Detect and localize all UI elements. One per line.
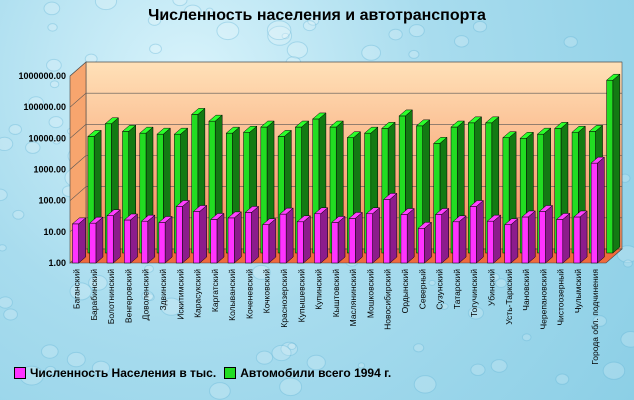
y-tick-label: 1.00 — [48, 258, 66, 268]
x-category-label: Доволенский — [141, 269, 151, 321]
x-category-label: Мошковский — [365, 269, 375, 318]
bar-population[interactable] — [365, 207, 381, 264]
y-tick-label: 100000.00 — [23, 102, 66, 112]
x-category-label: Искитимский — [175, 269, 185, 320]
bar-population[interactable] — [313, 207, 329, 264]
bar-population[interactable] — [261, 218, 277, 264]
x-category-label: Тогучинский — [469, 269, 479, 317]
bar-population[interactable] — [400, 207, 415, 264]
bar-vehicles[interactable] — [605, 73, 621, 254]
x-category-label: Чистоозерный — [556, 269, 566, 326]
legend-swatch-population — [14, 367, 26, 379]
bar-population[interactable] — [296, 215, 312, 264]
bar-population[interactable] — [434, 207, 450, 264]
x-category-label: Чулымский — [573, 269, 583, 313]
y-tick-label: 10000.00 — [28, 133, 66, 143]
bar-population[interactable] — [331, 215, 346, 264]
bar-population[interactable] — [590, 156, 606, 264]
x-category-label: Каргатский — [210, 269, 220, 312]
x-category-label: Купинский — [314, 269, 324, 310]
bar-population[interactable] — [89, 216, 104, 264]
x-category-label: Маслянинский — [348, 269, 358, 327]
x-category-label: Ордынский — [400, 269, 410, 314]
bar-population[interactable] — [192, 204, 208, 264]
x-category-label: Кыштовский — [331, 269, 341, 318]
bar-population[interactable] — [348, 211, 363, 264]
y-tick-label: 1000000.00 — [18, 71, 66, 81]
bar-population[interactable] — [469, 199, 484, 264]
x-category-label: Черепановский — [538, 269, 548, 330]
legend-swatch-vehicles — [224, 367, 237, 379]
legend-item-population[interactable]: Численность Населения в тыс. — [14, 366, 216, 380]
x-category-label: Болотнинский — [106, 269, 116, 324]
bar-population[interactable] — [452, 215, 467, 264]
x-category-label: Баганский — [72, 269, 82, 309]
bar-population[interactable] — [175, 199, 191, 264]
bar-population[interactable] — [158, 215, 173, 264]
x-category-label: Сузунский — [435, 269, 445, 310]
bar-population[interactable] — [227, 211, 242, 264]
x-category-label: Татарский — [452, 269, 462, 309]
x-category-label: Усть-Таркский — [504, 269, 514, 325]
chart-title: Численность населения и автотранспорта — [148, 7, 486, 24]
x-category-label: Убинский — [486, 269, 496, 306]
x-category-label: Северный — [417, 269, 427, 310]
x-category-label: Карасукский — [193, 269, 203, 318]
y-tick-label: 1000.00 — [33, 165, 66, 175]
x-category-label: Купышевский — [296, 269, 306, 323]
legend-label-vehicles: Автомобили всего 1994 г. — [240, 366, 392, 380]
gridline — [69, 124, 622, 139]
x-category-label: Барабинский — [89, 269, 99, 321]
bar-population[interactable] — [210, 212, 225, 264]
legend: Численность Населения в тыс. Автомобили … — [14, 366, 399, 380]
bar-population[interactable] — [573, 210, 588, 264]
bar-population[interactable] — [106, 209, 121, 264]
x-category-label: Коченевский — [244, 269, 254, 319]
bar-population[interactable] — [244, 205, 260, 264]
bar-population[interactable] — [555, 212, 571, 264]
y-tick-label: 100.00 — [38, 196, 66, 206]
bar-population[interactable] — [538, 204, 554, 264]
bar-population[interactable] — [71, 217, 87, 264]
bars-group — [71, 73, 621, 264]
bar-population[interactable] — [417, 221, 433, 264]
x-category-label: Колыванский — [227, 269, 237, 321]
x-category-label: Здвинский — [158, 269, 168, 311]
bar-population[interactable] — [140, 214, 156, 264]
bar-population[interactable] — [382, 192, 398, 264]
bar-population[interactable] — [279, 207, 294, 264]
x-category-label: Краснозерский — [279, 269, 289, 328]
x-category-label: Новосибирский — [383, 269, 393, 330]
gridline — [69, 61, 622, 77]
x-category-label: Города обл. подчинения — [590, 269, 600, 365]
x-category-label: Кочковский — [262, 269, 272, 314]
bar-population[interactable] — [521, 210, 536, 264]
bar-population[interactable] — [504, 218, 519, 264]
legend-label-population: Численность Населения в тыс. — [30, 366, 217, 380]
x-category-label: Чановский — [521, 269, 531, 311]
y-tick-label: 10.00 — [43, 227, 66, 237]
legend-item-vehicles[interactable]: Автомобили всего 1994 г. — [224, 366, 391, 380]
x-category-label: Венгеровский — [123, 269, 133, 323]
bar-population[interactable] — [486, 214, 502, 264]
bar-population[interactable] — [123, 213, 139, 264]
gridline — [69, 92, 622, 108]
